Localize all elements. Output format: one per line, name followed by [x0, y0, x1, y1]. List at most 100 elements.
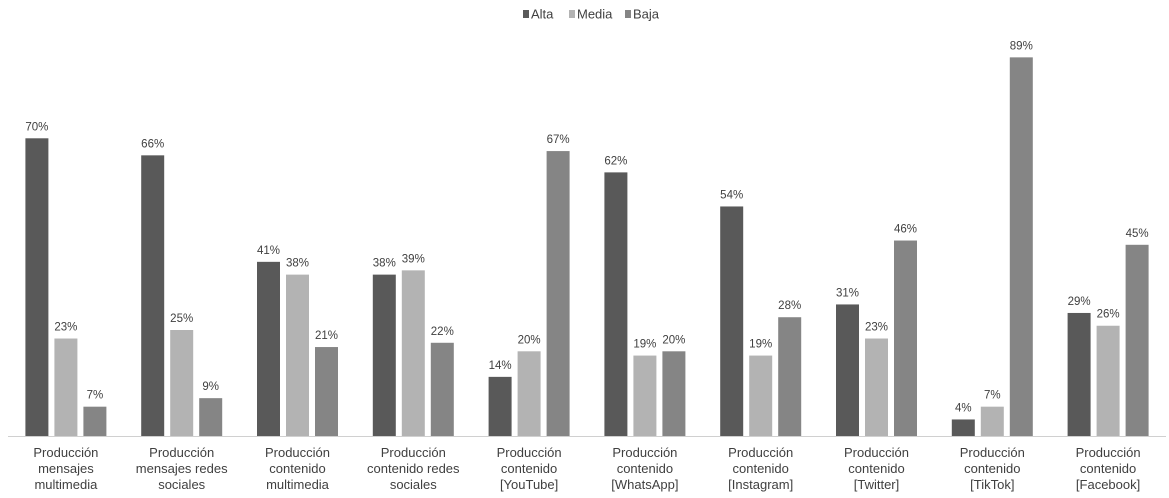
data-label-alta-1: 66%	[141, 138, 164, 150]
bar-alta-1	[141, 155, 165, 437]
x-tick-label-line: [YouTube]	[500, 477, 558, 492]
x-tick-label-line: mensajes	[38, 461, 94, 476]
legend-label-alta: Alta	[531, 7, 554, 22]
value-labels-layer: 70% 23% 7% 66% 25% 9% 41% 38% 21% 38% 39% 22% 14% 20%…	[25, 40, 1148, 414]
legend-label-media: Media	[577, 7, 613, 22]
x-tick-label-line: contenido	[964, 461, 1020, 476]
bar-media-7	[865, 338, 888, 437]
x-tick-label-line: [WhatsApp]	[611, 477, 678, 492]
data-label-media-1: 25%	[170, 313, 193, 325]
legend-swatch-baja	[625, 10, 631, 18]
x-tick-label-line: Producción	[728, 445, 793, 460]
x-tick-label-line: Producción	[149, 445, 214, 460]
bar-alta-0	[25, 138, 49, 437]
bar-media-3	[401, 270, 425, 437]
x-tick-label-line: Producción	[844, 445, 909, 460]
x-tick-label-line: Producción	[612, 445, 677, 460]
data-label-media-9: 26%	[1097, 309, 1120, 321]
bar-alta-5	[604, 172, 628, 437]
x-tick-label-line: Producción	[1076, 445, 1141, 460]
data-label-baja-9: 45%	[1126, 228, 1149, 240]
bar-baja-9	[1125, 244, 1149, 437]
bar-alta-2	[257, 261, 280, 437]
x-tick-label-2: Producción contenido multimedia	[265, 445, 330, 492]
x-tick-label-line: sociales	[158, 477, 205, 492]
x-tick-label-line: Producción	[33, 445, 98, 460]
bar-baja-3	[430, 342, 454, 437]
x-tick-label-line: Producción	[960, 445, 1025, 460]
bar-media-2	[286, 274, 309, 437]
bar-baja-1	[199, 398, 223, 437]
x-tick-label-line: [Twitter]	[854, 477, 900, 492]
x-tick-label-line: [Facebook]	[1076, 477, 1140, 492]
data-label-baja-6: 28%	[778, 300, 801, 312]
data-label-media-7: 23%	[865, 322, 888, 334]
x-tick-label-line: contenido	[848, 461, 904, 476]
bar-media-5	[633, 355, 657, 437]
x-tick-label-line: multimedia	[34, 477, 98, 492]
data-label-baja-1: 9%	[202, 381, 219, 393]
data-label-media-6: 19%	[749, 339, 772, 351]
data-label-media-0: 23%	[54, 322, 77, 334]
x-tick-label-3: Producción contenido redes sociales	[367, 445, 460, 492]
data-label-media-3: 39%	[402, 253, 425, 265]
bar-media-9	[1096, 325, 1120, 437]
bar-alta-7	[836, 304, 859, 437]
legend-label-baja: Baja	[633, 7, 660, 22]
x-tick-label-line: contenido	[269, 461, 325, 476]
x-tick-label-line: multimedia	[266, 477, 330, 492]
data-label-baja-4: 67%	[547, 134, 570, 146]
bar-baja-6	[778, 317, 802, 437]
x-tick-label-5: Producción contenido [WhatsApp]	[611, 445, 678, 492]
data-label-alta-7: 31%	[836, 287, 859, 299]
x-tick-label-line: contenido redes	[367, 461, 460, 476]
data-label-media-4: 20%	[518, 334, 541, 346]
bar-media-4	[517, 351, 541, 437]
bars-layer	[25, 57, 1149, 437]
x-tick-label-line: [Instagram]	[728, 477, 793, 492]
x-tick-label-line: [TikTok]	[970, 477, 1014, 492]
data-label-alta-6: 54%	[720, 189, 743, 201]
bar-baja-7	[894, 240, 917, 437]
data-label-baja-7: 46%	[894, 224, 917, 236]
data-label-alta-5: 62%	[604, 155, 627, 167]
data-label-alta-0: 70%	[25, 121, 48, 133]
data-label-alta-2: 41%	[257, 245, 280, 257]
data-label-baja-5: 20%	[662, 334, 685, 346]
x-tick-label-line: Producción	[381, 445, 446, 460]
bar-alta-8	[951, 419, 975, 437]
bar-baja-2	[315, 347, 338, 437]
bar-media-6	[749, 355, 773, 437]
bar-media-8	[980, 406, 1004, 437]
data-label-baja-8: 89%	[1010, 40, 1033, 52]
legend-swatch-media	[569, 10, 575, 18]
x-tick-label-line: contenido	[733, 461, 789, 476]
x-tick-label-line: contenido	[501, 461, 557, 476]
data-label-baja-0: 7%	[87, 390, 104, 402]
x-tick-label-line: sociales	[390, 477, 437, 492]
x-tick-label-8: Producción contenido [TikTok]	[960, 445, 1025, 492]
bar-media-1	[170, 330, 194, 437]
bar-media-0	[54, 338, 78, 437]
legend: Alta Media Baja	[523, 7, 660, 22]
x-tick-label-line: Producción	[497, 445, 562, 460]
x-tick-label-7: Producción contenido [Twitter]	[844, 445, 909, 492]
bar-baja-4	[546, 151, 570, 437]
x-tick-label-line: contenido	[617, 461, 673, 476]
data-label-baja-3: 22%	[431, 326, 454, 338]
x-tick-label-line: contenido	[1080, 461, 1136, 476]
bar-alta-4	[488, 376, 512, 437]
x-tick-label-0: Producción mensajes multimedia	[33, 445, 98, 492]
data-label-media-2: 38%	[286, 258, 309, 270]
data-label-media-8: 7%	[984, 390, 1001, 402]
x-tick-label-9: Producción contenido [Facebook]	[1076, 445, 1141, 492]
data-label-alta-4: 14%	[489, 360, 512, 372]
x-tick-label-4: Producción contenido [YouTube]	[497, 445, 562, 492]
data-label-alta-9: 29%	[1068, 296, 1091, 308]
bar-alta-9	[1067, 312, 1091, 437]
data-label-alta-8: 4%	[955, 402, 972, 414]
bar-baja-8	[1009, 57, 1033, 437]
